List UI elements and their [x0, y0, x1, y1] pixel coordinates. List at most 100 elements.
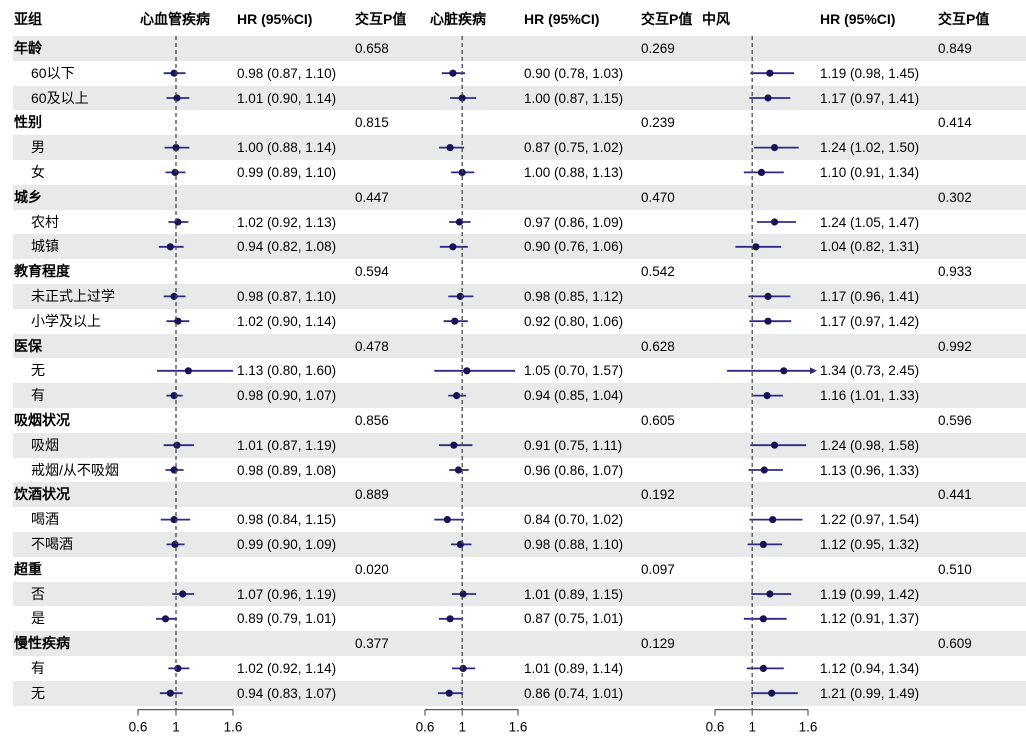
interaction-p-value: 0.239: [641, 115, 675, 131]
interaction-p-value: 0.596: [938, 413, 972, 428]
hr-ci-value: 1.02 (0.92, 1.14): [237, 661, 337, 676]
hr-ci-value: 1.17 (0.96, 1.41): [820, 289, 920, 304]
subgroup-item-label: 是: [31, 610, 45, 627]
ci-marker: [748, 466, 783, 474]
ci-marker: [743, 168, 784, 176]
subgroup-header-label: 性别: [14, 114, 42, 131]
hr-ci-value: 1.02 (0.92, 1.13): [237, 214, 337, 230]
hr-ci-value: 1.05 (0.70, 1.57): [524, 363, 624, 379]
hr-ci-value: 0.91 (0.75, 1.11): [524, 437, 623, 453]
interaction-p-value: 0.470: [641, 189, 675, 205]
interaction-p-value: 0.856: [355, 413, 389, 428]
ci-marker: [449, 218, 471, 226]
subgroup-item-label: 不喝酒: [31, 536, 73, 552]
interaction-p-value: 0.605: [641, 413, 675, 428]
subgroup-item-label: 无: [31, 684, 45, 701]
hr-ci-value: 1.24 (1.02, 1.50): [820, 140, 920, 156]
ci-marker: [749, 317, 792, 325]
ci-marker: [166, 317, 190, 325]
interaction-p-value: 0.889: [355, 487, 389, 503]
ci-marker: [451, 168, 475, 176]
ci-marker: [434, 367, 516, 375]
interaction-p-value: 0.478: [355, 338, 389, 354]
interaction-p-value: 0.302: [938, 189, 972, 205]
hr-ci-value: 0.98 (0.87, 1.10): [237, 65, 337, 81]
hr-ci-value: 1.19 (0.99, 1.42): [820, 586, 920, 602]
subgroup-header-label: 饮酒状况: [14, 486, 70, 503]
ci-marker: [756, 218, 796, 226]
column-header-p-2: 交互P值: [641, 11, 693, 27]
hr-ci-value: 1.24 (1.05, 1.47): [820, 214, 920, 230]
ci-marker: [443, 317, 468, 325]
hr-ci-value: 1.02 (0.90, 1.14): [237, 313, 337, 329]
ci-marker: [750, 69, 795, 77]
column-header-outcome-3: 中风: [702, 11, 730, 27]
axis-tick-label: 1: [172, 720, 180, 735]
subgroup-item-label: 60及以上: [31, 89, 89, 106]
hr-ci-value: 1.01 (0.87, 1.19): [237, 437, 337, 453]
subgroup-item-label: 小学及以上: [31, 312, 101, 329]
row-stripe: [13, 36, 1026, 61]
subgroup-item-label: 女: [31, 164, 45, 180]
hr-ci-value: 0.87 (0.75, 1.02): [524, 140, 624, 156]
axis-tick-label: 1.6: [224, 720, 243, 735]
subgroup-item-label: 戒烟/从不吸烟: [31, 461, 119, 478]
hr-ci-value: 0.90 (0.78, 1.03): [524, 65, 624, 81]
row-stripe: [13, 333, 1026, 359]
ci-marker: [157, 367, 233, 375]
axis-tick-label: 1: [458, 720, 466, 735]
interaction-p-value: 0.097: [641, 561, 675, 577]
subgroup-header-label: 吸烟状况: [14, 412, 70, 428]
hr-ci-value: 1.22 (0.97, 1.54): [820, 512, 920, 528]
column-header-p-3: 交互P值: [938, 11, 990, 27]
ci-marker: [727, 367, 817, 375]
interaction-p-value: 0.628: [641, 338, 675, 354]
interaction-p-value: 0.129: [641, 636, 675, 652]
hr-ci-value: 1.01 (0.89, 1.14): [524, 661, 624, 676]
interaction-p-value: 0.447: [355, 189, 389, 205]
hr-ci-value: 1.24 (0.98, 1.58): [820, 437, 920, 453]
hr-ci-value: 1.34 (0.73, 2.45): [820, 363, 920, 379]
ci-marker: [449, 466, 469, 474]
hr-ci-value: 1.04 (0.82, 1.31): [820, 239, 920, 255]
interaction-p-value: 0.815: [355, 115, 389, 131]
axis-tick-label: 0.6: [416, 720, 435, 735]
axis-tick-label: 1: [748, 720, 756, 735]
interaction-p-value: 0.269: [641, 41, 675, 56]
column-header-outcome-2: 心脏疾病: [430, 11, 486, 27]
hr-ci-value: 1.13 (0.80, 1.60): [237, 363, 337, 379]
ci-marker: [165, 466, 184, 474]
hr-ci-value: 1.19 (0.98, 1.45): [820, 65, 920, 81]
column-header-hr-3: HR (95%CI): [820, 11, 896, 27]
hr-ci-value: 1.01 (0.90, 1.14): [237, 90, 337, 106]
hr-ci-value: 0.89 (0.79, 1.01): [237, 611, 337, 627]
hr-ci-value: 1.12 (0.95, 1.32): [820, 537, 920, 552]
hr-ci-value: 0.92 (0.80, 1.06): [524, 313, 624, 329]
interaction-p-value: 0.594: [355, 264, 389, 280]
ci-marker: [156, 615, 177, 623]
axis-tick-label: 0.6: [706, 720, 725, 735]
hr-ci-value: 0.98 (0.85, 1.12): [524, 289, 624, 304]
subgroup-item-label: 60以下: [31, 64, 75, 81]
subgroup-item-label: 吸烟: [31, 436, 59, 453]
hr-ci-value: 0.94 (0.85, 1.04): [524, 388, 624, 404]
interaction-p-value: 0.542: [641, 264, 675, 280]
hr-ci-value: 0.90 (0.76, 1.06): [524, 239, 624, 255]
column-header-hr-2: HR (95%CI): [524, 11, 600, 27]
hr-ci-value: 0.86 (0.74, 1.01): [524, 685, 624, 701]
x-axis: 0.6 1 1.6: [416, 708, 528, 735]
hr-ci-value: 1.13 (0.96, 1.33): [820, 462, 920, 478]
hr-ci-value: 1.17 (0.97, 1.41): [820, 90, 920, 106]
ci-marker: [434, 516, 465, 524]
ci-marker: [749, 516, 803, 524]
ci-marker: [168, 664, 190, 673]
hr-ci-value: 0.98 (0.89, 1.08): [237, 462, 337, 478]
ci-marker: [451, 664, 476, 673]
axis-tick-label: 1.6: [509, 720, 528, 735]
ci-marker: [743, 615, 787, 623]
subgroup-item-label: 有: [31, 387, 45, 404]
subgroup-item-label: 有: [31, 660, 45, 676]
subgroup-item-label: 无: [31, 362, 45, 379]
row-stripe: [13, 631, 1026, 656]
